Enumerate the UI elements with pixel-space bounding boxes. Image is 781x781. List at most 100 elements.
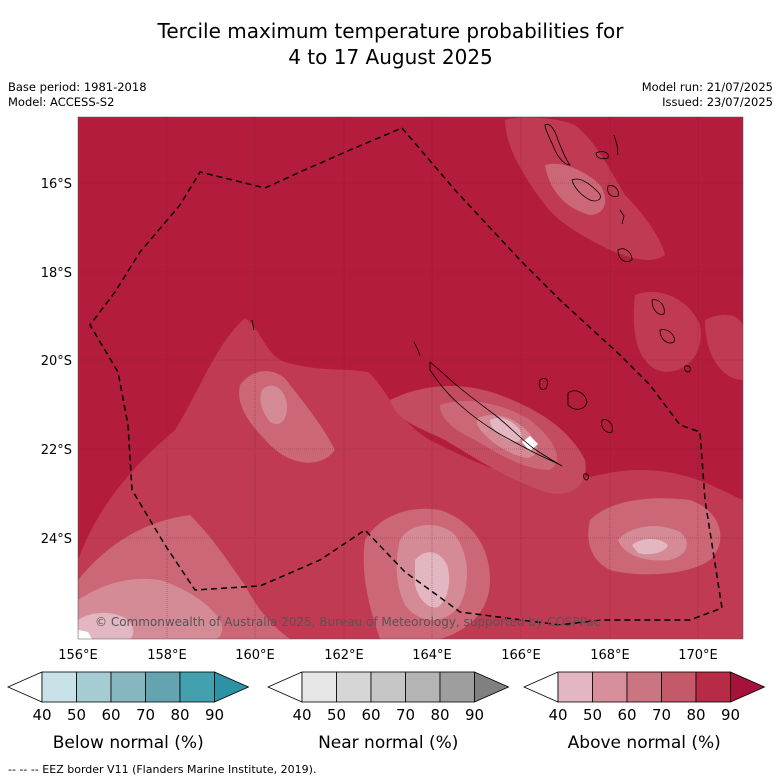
colorbar-segment [626,671,662,703]
colorbar-tick: 50 [67,706,86,724]
colorbar-tick: 40 [292,706,311,724]
ambrym-coast [607,185,619,197]
tanna-coast [617,248,633,262]
colorbar-segment [592,671,628,703]
colorbar-segment [405,671,441,703]
contour-east-70 [633,291,701,372]
contour-sw-white [78,630,92,639]
colorbar-segment [301,671,337,703]
colorbar-tick: 60 [101,706,120,724]
colorbar-low-arrow [267,671,303,703]
colorbar-2: 40 50 60 70 80 90 Near normal (%) [267,671,510,753]
colorbar-tick: 90 [721,706,740,724]
map-area: © Commonwealth of Australia 2025, Bureau… [78,117,743,639]
colorbar-segment [179,671,215,703]
colorbar-tick: 90 [465,706,484,724]
ouvea-coast [539,378,548,390]
contour-vanuatu-60 [545,163,606,215]
lon-label: 156°E [58,648,98,663]
model-name: Model: ACCESS-S2 [8,95,115,109]
chesterfield-coast [251,319,255,331]
colorbar-segment [439,671,475,703]
new-caledonia-coast [429,361,563,467]
meta-left: Base period: 1981-2018 Model: ACCESS-S2 [8,80,147,110]
title-line-2: 4 to 17 August 2025 [288,45,493,69]
colorbar-tick: 70 [136,706,155,724]
contour-se-40 [632,539,668,555]
colorbar-segment [695,671,731,703]
colorbar-tick: 50 [583,706,602,724]
lat-label: 16°S [41,177,72,192]
map-frame [77,116,744,640]
colorbar-tick: 80 [686,706,705,724]
colorbar-tick: 60 [617,706,636,724]
lon-label: 170°E [678,648,718,663]
hunter-island-coast [651,299,665,315]
eez-border [89,127,723,626]
lon-label: 158°E [147,648,187,663]
base-period: Base period: 1981-2018 [8,80,147,94]
colorbar-tick: 70 [652,706,671,724]
efate-coast [619,209,625,225]
model-run: Model run: 21/07/2025 [641,80,773,94]
colorbar-segment [41,671,77,703]
maewo-coast [595,151,609,160]
lon-label: 166°E [501,648,541,663]
latitude-labels: 16°S 18°S 20°S 22°S 24°S [41,177,72,547]
colorbar-tick: 40 [548,706,567,724]
coastlines [251,123,691,481]
belep-islands-coast [413,341,421,357]
contour-nc-40 [490,418,522,442]
lat-label: 24°S [41,532,72,547]
colorbar-low-arrow [7,671,43,703]
colorbar-high-arrow [214,671,250,703]
colorbar-segment [76,671,112,703]
colorbar-segment [110,671,146,703]
issued-date: Issued: 23/07/2025 [662,95,773,109]
colorbar-low-arrow [523,671,559,703]
colorbar-tick: 90 [205,706,224,724]
colorbar-title: Below normal (%) [53,733,204,753]
colorbar-segment [370,671,406,703]
colorbar-tick: 70 [396,706,415,724]
lat-label: 20°S [41,354,72,369]
colorbar-segment [145,671,181,703]
lifou-coast [567,390,588,410]
lon-label: 162°E [324,648,364,663]
colorbar-high-arrow [730,671,766,703]
colorbar-tick: 40 [32,706,51,724]
colorbar-tick: 80 [170,706,189,724]
map-credit: © Commonwealth of Australia 2025, Bureau… [95,615,600,629]
pentecost-coast [613,134,619,156]
eez-legend-note: -- -- -- EEZ border V11 (Flanders Marine… [8,763,317,776]
mare-coast [601,419,613,433]
colorbar-segment [661,671,697,703]
map-title: Tercile maximum temperature probabilitie… [0,18,781,70]
colorbar-segment [557,671,593,703]
walpole-coast [684,365,691,373]
colorbar-title: Above normal (%) [568,733,721,753]
colorbar-tick: 50 [327,706,346,724]
gridlines [78,117,743,639]
probability-contours [78,117,743,639]
lon-label: 160°E [235,648,275,663]
title-line-1: Tercile maximum temperature probabilitie… [157,19,624,43]
lon-label: 164°E [412,648,452,663]
lon-label: 168°E [590,648,630,663]
colorbar-tick: 80 [430,706,449,724]
meta-right: Model run: 21/07/2025 Issued: 23/07/2025 [642,80,773,110]
colorbar-segment [336,671,372,703]
espiritu-santo-coast [544,123,571,166]
contour-west-50 [260,385,288,425]
isle-of-pines-coast [583,473,589,481]
longitude-labels: 156°E 158°E 160°E 162°E 164°E 166°E 168°E 170°E [58,648,718,663]
malakula-coast [571,178,601,202]
colorbar-tick: 60 [361,706,380,724]
lat-label: 22°S [41,443,72,458]
colorbar-high-arrow [474,671,510,703]
contour-far-east-70 [705,314,743,380]
